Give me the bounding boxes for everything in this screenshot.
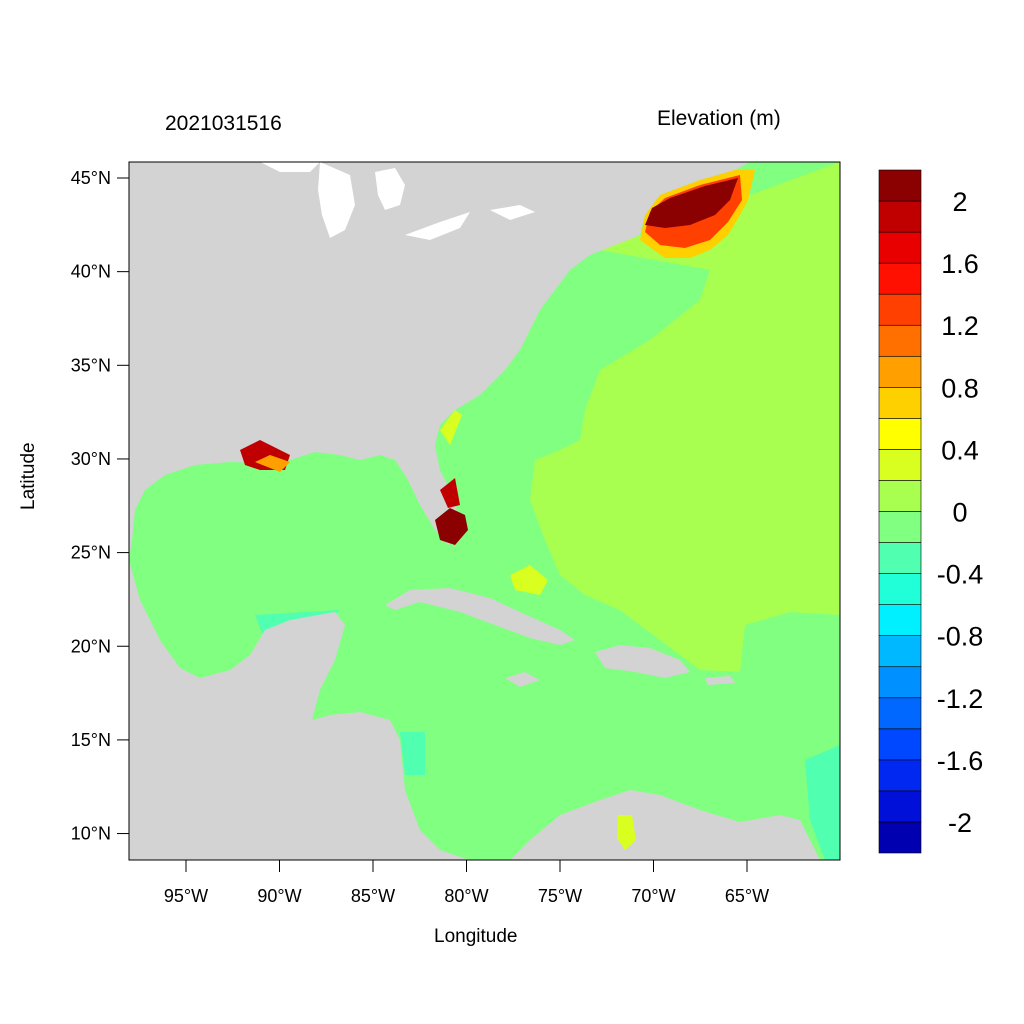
- map-variable-title: Elevation (m): [657, 107, 781, 130]
- colorbar-swatch: [878, 449, 922, 481]
- y-tick-label: 25°N: [71, 543, 111, 563]
- colorbar-swatch: [878, 635, 922, 668]
- lake-superior: [260, 162, 320, 172]
- colorbar-swatch: [878, 387, 922, 419]
- lake-erie: [405, 212, 470, 240]
- colorbar-label: -0.8: [937, 622, 984, 652]
- south-america-land: [510, 790, 820, 860]
- y-tick-label: 40°N: [71, 262, 111, 282]
- colorbar-swatch: [878, 262, 922, 295]
- gulf-of-maine-surge-core: [645, 178, 738, 228]
- central-america-land: [129, 560, 470, 860]
- colorbar-swatch: [878, 511, 922, 543]
- colorbar-label: 1.2: [941, 311, 979, 341]
- colorbar-swatch: [878, 666, 922, 699]
- colorbar-label: 2: [952, 187, 967, 217]
- lake-huron: [375, 168, 405, 210]
- plot-frame: [128, 161, 841, 861]
- puerto-rico-land: [705, 676, 735, 685]
- colorbar-swatch: [878, 821, 922, 854]
- colorbar-swatch: [878, 728, 922, 761]
- y-tick-label: 35°N: [71, 355, 111, 375]
- colorbar-label: -2: [948, 808, 972, 838]
- colorbar-label: -1.2: [937, 684, 984, 714]
- colorbar: -2 -1.6 -1.2 -0.8 -0.4 0 0.4 0.8 1.2 1.6 2: [878, 169, 984, 854]
- colorbar-swatch: [878, 790, 922, 823]
- lake-ontario: [490, 205, 535, 220]
- lake-michigan: [318, 162, 355, 238]
- y-tick-label: 30°N: [71, 449, 111, 469]
- colorbar-label: 0.8: [941, 373, 979, 403]
- x-axis-label: Longitude: [434, 926, 518, 947]
- colorbar-swatch: [878, 759, 922, 792]
- caribbean-negative-region: [805, 745, 840, 860]
- y-tick-label: 10°N: [71, 824, 111, 844]
- colorbar-swatch: [878, 169, 922, 202]
- florida-coast-surge: [440, 478, 460, 508]
- maracaibo-positive: [617, 815, 636, 850]
- x-tick-label: 95°W: [164, 886, 208, 906]
- florida-surge: [435, 508, 468, 545]
- colorbar-swatch: [878, 573, 922, 605]
- colorbar-label: 1.6: [941, 249, 979, 279]
- colorbar-swatch: [878, 480, 922, 512]
- colorbar-swatch: [878, 324, 922, 357]
- y-axis: 45°N 40°N 35°N 30°N 25°N 20°N 15°N 10°N: [71, 168, 129, 844]
- colorbar-swatch: [878, 293, 922, 326]
- colorbar-label: 0: [952, 498, 967, 528]
- map-field: [129, 162, 840, 860]
- colorbar-swatch: [878, 542, 922, 574]
- colorbar-label: -0.4: [937, 560, 984, 590]
- honduras-negative-region: [400, 732, 425, 775]
- x-tick-label: 75°W: [538, 886, 582, 906]
- y-tick-label: 20°N: [71, 636, 111, 656]
- colorbar-label: 0.4: [941, 435, 979, 465]
- map-timestamp: 2021031516: [165, 112, 282, 135]
- y-tick-label: 45°N: [71, 168, 111, 188]
- x-tick-label: 85°W: [351, 886, 395, 906]
- x-tick-label: 90°W: [257, 886, 301, 906]
- jamaica-land: [505, 672, 540, 687]
- hispaniola-land: [595, 645, 690, 678]
- x-axis: 95°W 90°W 85°W 80°W 75°W 70°W 65°W: [164, 860, 769, 906]
- atlantic-positive-region: [530, 162, 840, 672]
- bahamas-positive: [510, 565, 548, 595]
- colorbar-swatch: [878, 231, 922, 264]
- cuba-land: [385, 588, 575, 645]
- x-tick-label: 65°W: [725, 886, 769, 906]
- colorbar-swatch: [878, 418, 922, 450]
- colorbar-swatch: [878, 355, 922, 388]
- colorbar-swatch: [878, 604, 922, 636]
- louisiana-surge-inner: [255, 455, 290, 472]
- x-tick-label: 80°W: [444, 886, 488, 906]
- x-tick-label: 70°W: [631, 886, 675, 906]
- y-tick-label: 15°N: [71, 730, 111, 750]
- colorbar-label: -1.6: [937, 746, 984, 776]
- colorbar-swatch: [878, 200, 922, 233]
- colorbar-swatch: [878, 697, 922, 730]
- georgia-coast-positive: [440, 410, 462, 445]
